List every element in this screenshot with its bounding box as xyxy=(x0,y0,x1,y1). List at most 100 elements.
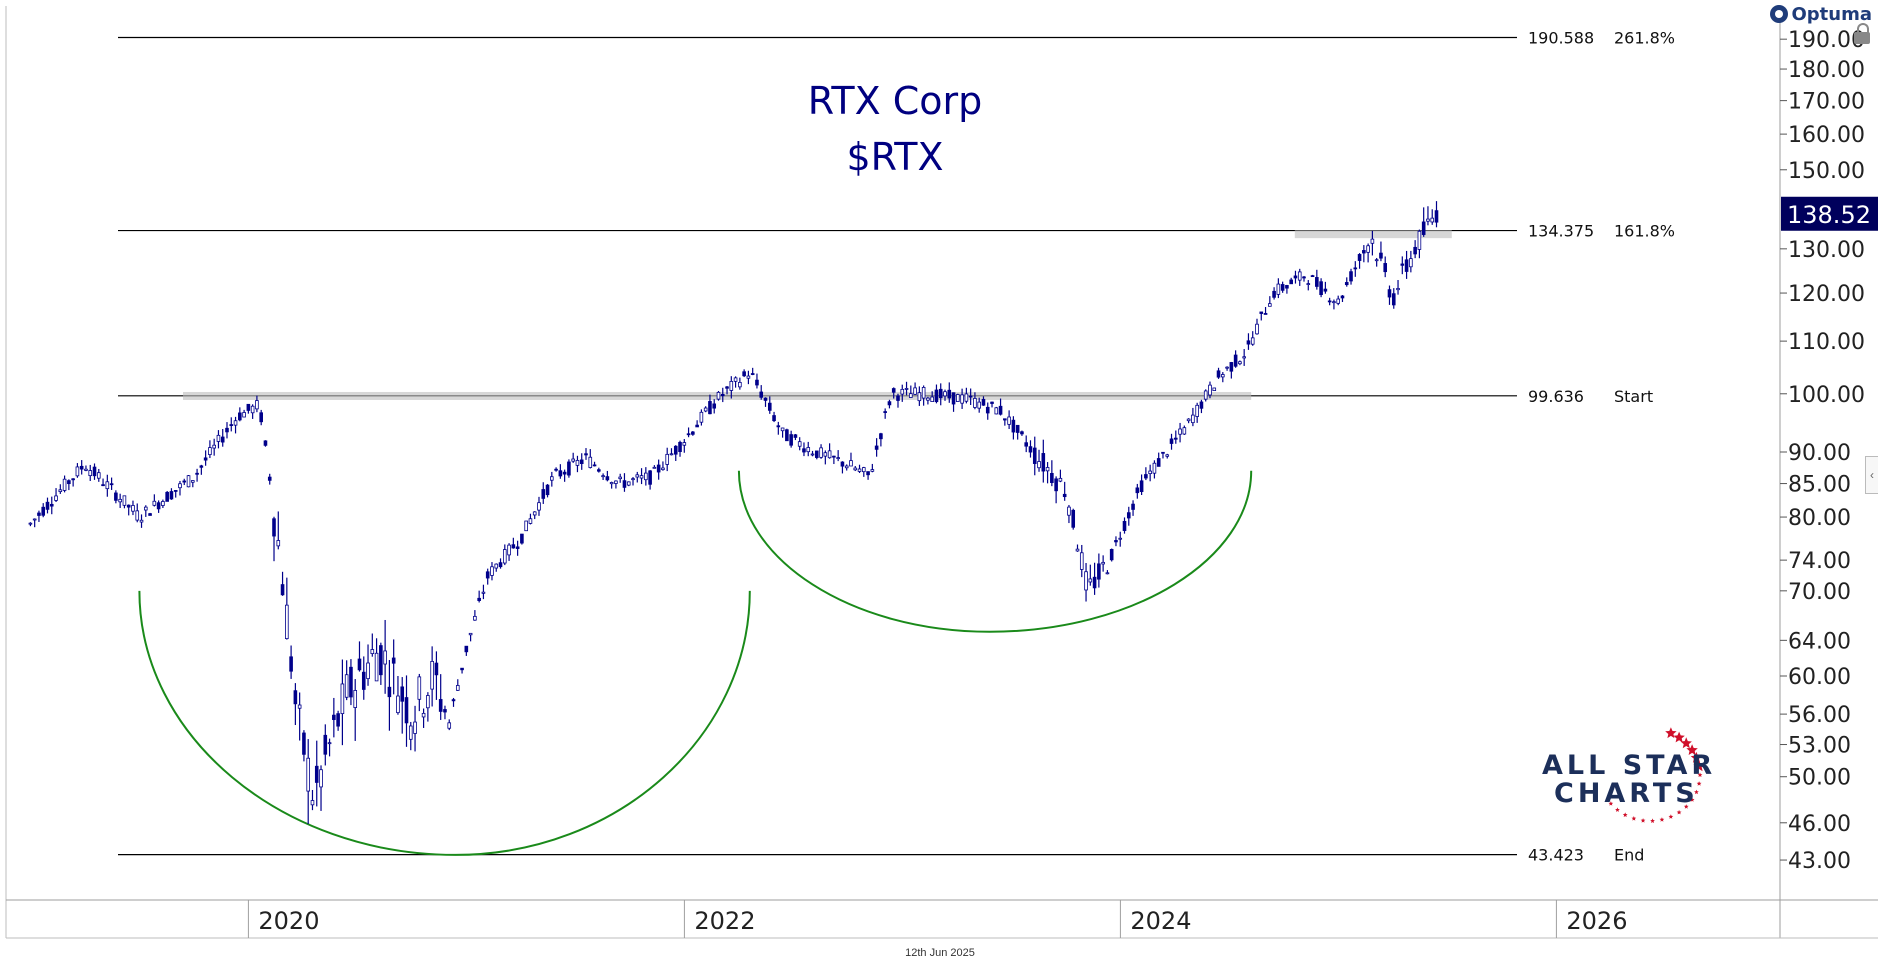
candle-body xyxy=(443,709,447,713)
candle xyxy=(1259,311,1264,321)
candle xyxy=(1015,424,1020,440)
star xyxy=(1680,737,1692,749)
candle-body xyxy=(947,389,952,399)
candle-body xyxy=(101,484,105,487)
candle xyxy=(1353,261,1358,277)
candle xyxy=(665,447,670,472)
candle-body xyxy=(1173,437,1178,440)
candle xyxy=(1101,555,1105,572)
candle xyxy=(797,437,802,451)
candle-body xyxy=(990,401,994,404)
candle-body xyxy=(806,447,811,453)
candle-body xyxy=(434,662,439,676)
candle xyxy=(246,403,251,414)
candle-body xyxy=(862,467,866,473)
candle xyxy=(250,404,255,419)
candle-body xyxy=(169,491,174,500)
candle-body xyxy=(1246,340,1251,345)
y-tick-label: 60.00 xyxy=(1788,665,1851,690)
candle xyxy=(832,455,836,465)
y-tick-label: 150.00 xyxy=(1788,159,1865,184)
candle-body xyxy=(1020,431,1024,435)
candle xyxy=(349,659,353,706)
candle-body xyxy=(562,471,567,475)
candle xyxy=(220,429,225,447)
candle-body xyxy=(293,690,298,705)
level-tag: Start xyxy=(1614,387,1653,406)
candle-body xyxy=(1088,578,1093,583)
candle-body xyxy=(310,800,315,806)
candle xyxy=(545,484,550,498)
candle-body xyxy=(1242,356,1246,359)
x-tick-label: 2024 xyxy=(1130,907,1191,935)
star xyxy=(1696,781,1702,786)
candle xyxy=(960,388,964,409)
candle xyxy=(1182,425,1187,435)
candle-body xyxy=(216,434,221,442)
candle xyxy=(502,544,507,566)
candle-body xyxy=(943,391,947,397)
candle-body xyxy=(1212,387,1217,391)
candle xyxy=(1092,562,1097,595)
candle-body xyxy=(1118,537,1123,540)
candle xyxy=(481,584,486,600)
candle-body xyxy=(1238,361,1242,365)
candle xyxy=(1199,399,1204,414)
candle xyxy=(310,789,315,811)
candle xyxy=(32,518,37,528)
candle xyxy=(1276,278,1281,299)
candle xyxy=(1413,240,1417,259)
candle-body xyxy=(430,660,434,690)
candle-body xyxy=(1084,571,1088,591)
candle-body xyxy=(699,411,704,423)
chevron-left-icon: ‹ xyxy=(1870,468,1874,482)
candle-body xyxy=(1306,283,1311,285)
candle xyxy=(1285,284,1289,294)
candle-body xyxy=(1122,520,1127,531)
candle-body xyxy=(1195,404,1199,417)
candle-body xyxy=(109,483,114,486)
candle xyxy=(661,461,665,471)
candle xyxy=(1255,318,1259,335)
candle-body xyxy=(1092,576,1097,589)
candle-body xyxy=(1404,259,1409,272)
level-tag: 261.8% xyxy=(1614,28,1675,47)
candle-body xyxy=(1353,267,1358,270)
candle-body xyxy=(678,441,682,452)
candle-body xyxy=(229,424,234,426)
candle xyxy=(229,417,234,432)
candle-body xyxy=(1409,258,1413,268)
candle-body xyxy=(511,544,516,549)
candle xyxy=(678,440,682,457)
lock-icon[interactable] xyxy=(1854,23,1870,44)
candle-body xyxy=(156,502,161,510)
candle-body xyxy=(464,645,469,653)
candle xyxy=(823,450,828,465)
candle-body xyxy=(930,396,934,402)
x-tick-label: 2026 xyxy=(1566,907,1627,935)
candle-body xyxy=(857,468,862,472)
candle-body xyxy=(460,667,464,671)
candle xyxy=(520,533,524,545)
candle-body xyxy=(1421,221,1426,235)
candle-body xyxy=(1315,277,1319,287)
candle xyxy=(879,432,883,447)
candle-body xyxy=(631,478,635,481)
candle xyxy=(780,427,785,438)
y-tick-label: 90.00 xyxy=(1788,441,1851,466)
candle-body xyxy=(1144,474,1148,479)
candle-body xyxy=(340,683,345,715)
candle-body xyxy=(1396,288,1400,291)
candle xyxy=(699,409,704,426)
candle xyxy=(122,495,127,509)
candle-body xyxy=(1071,509,1076,528)
candle xyxy=(216,430,221,449)
candle xyxy=(1242,349,1246,366)
candle-body xyxy=(353,690,358,708)
candle-body xyxy=(148,513,152,516)
collapse-panel-button[interactable]: ‹ xyxy=(1865,456,1878,494)
candle-body xyxy=(592,464,597,467)
candle-body xyxy=(1199,401,1204,409)
candle-body xyxy=(1109,549,1114,561)
candle-body xyxy=(832,455,836,458)
